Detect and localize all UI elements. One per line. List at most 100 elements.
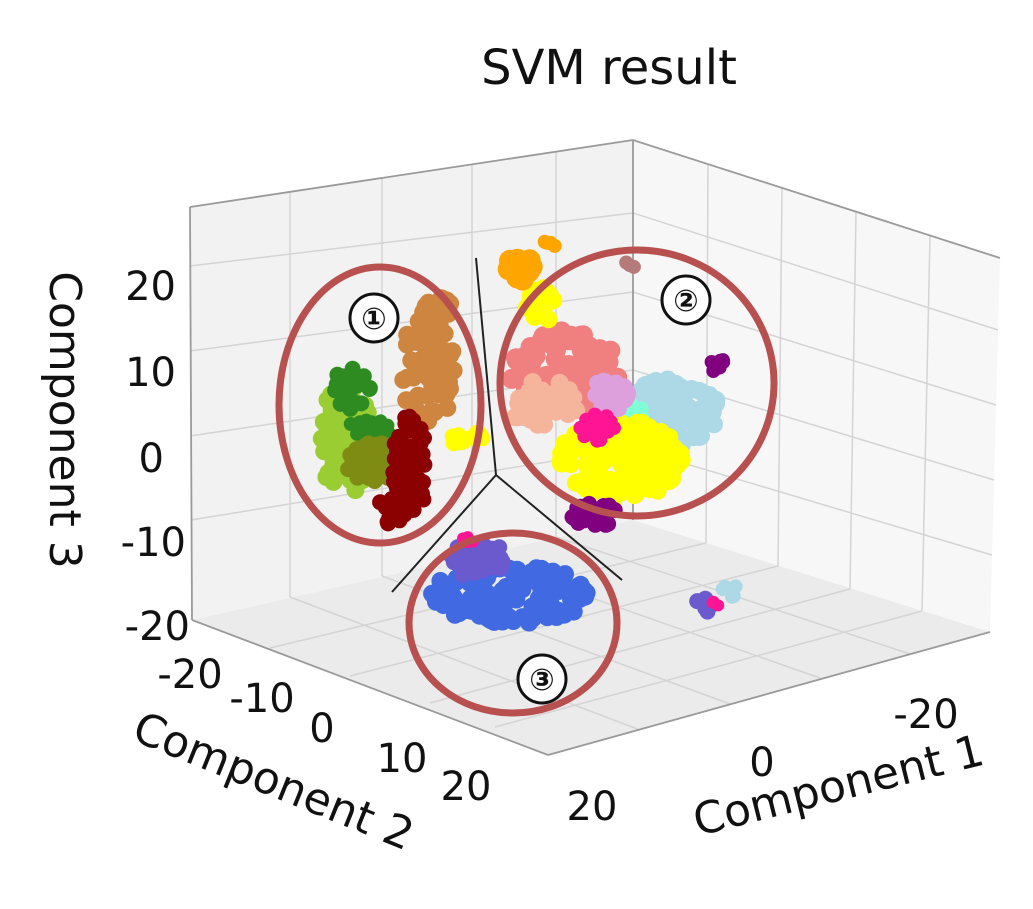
cluster-annotations: ① ② ③ <box>275 246 778 717</box>
scatter-point-slateblue <box>454 566 471 583</box>
scatter-point-deeppink <box>586 425 601 440</box>
scatter-point-maroon <box>377 499 394 516</box>
scatter-point-yellow <box>660 469 679 487</box>
cluster-label-1: ① <box>361 302 386 337</box>
scatter-point-peru <box>431 305 450 323</box>
scatter-points <box>312 234 743 632</box>
scatter-point-slateblue <box>480 553 497 570</box>
scatter-point-royalblue <box>495 594 514 613</box>
scatter-point-royalblue <box>508 560 527 579</box>
right-back-pane <box>633 140 1000 632</box>
scatter-point-maroon <box>388 461 405 477</box>
scatter-point-lightblue <box>672 378 691 397</box>
scatter-point-olive <box>352 448 369 465</box>
scatter-point-peru <box>419 293 438 312</box>
scatter-point-lightblue <box>674 394 693 413</box>
z-tick-label: 0 <box>139 436 164 482</box>
scatter-point-yellowgreen <box>314 412 333 431</box>
scatter-point-yellow <box>640 480 659 499</box>
scatter-point-maroon <box>411 471 428 488</box>
cluster-circle-3 <box>405 529 621 717</box>
scatter-point-forestgreen <box>328 376 345 393</box>
scatter-point-lightblue <box>651 403 670 422</box>
separator-line-upper <box>475 257 497 476</box>
cluster-label-3: ③ <box>529 663 554 698</box>
y-tick-label: -10 <box>229 676 294 722</box>
separator-line-left <box>391 474 497 593</box>
scatter-point-maroon <box>416 430 432 446</box>
y-tick-label: 20 <box>441 764 492 810</box>
scatter-point-yellow <box>671 444 690 463</box>
scatter-point-yellow <box>532 304 551 323</box>
scatter-point-olive <box>367 463 384 480</box>
scatter-point-royalblue <box>533 576 552 594</box>
z-axis-label: Component 3 <box>39 271 90 568</box>
cluster-badge-2 <box>660 274 712 326</box>
z-tick-label: -20 <box>125 604 190 650</box>
scatter-point-royalblue <box>522 563 541 582</box>
scatter-point-maroon <box>396 497 413 514</box>
y-tick-label: 10 <box>377 736 428 782</box>
separator-line-right <box>495 474 623 581</box>
scatter-point-royalblue <box>457 601 476 620</box>
scatter-point-plum <box>609 375 626 392</box>
scatter-point-lightblue <box>695 407 714 426</box>
scatter-point-yellowgreen <box>330 431 349 450</box>
scatter-point-peru <box>407 332 426 351</box>
z-tick-label: 20 <box>125 264 176 310</box>
cluster-circle-1 <box>275 263 485 547</box>
scatter-point-yellow <box>566 473 585 492</box>
scatter-point-lightblue <box>715 582 730 597</box>
scatter-point-royalblue <box>479 588 498 607</box>
scatter-point-lightcoral <box>583 346 603 367</box>
scatter-point-yellow <box>577 454 596 473</box>
cluster-circle-2 <box>496 246 778 520</box>
scatter-point-lightblue <box>684 428 703 447</box>
scatter-point-forestgreen <box>361 380 378 396</box>
z-tick-label: -10 <box>121 520 186 566</box>
scatter-point-forestgreen <box>352 415 367 430</box>
scatter-point-forestgreen <box>350 426 365 441</box>
scatter-point-maroon <box>416 456 433 473</box>
scatter-point-yellow <box>627 426 646 445</box>
y-axis-ticks: -20 -10 0 10 20 <box>157 652 491 810</box>
scatter-point-orange <box>539 235 554 250</box>
x-tick-label: -20 <box>893 692 958 738</box>
scatter-point-royalblue <box>431 572 450 590</box>
scatter-point-aquamarine <box>631 402 645 417</box>
scatter-point-yellowgreen <box>317 468 336 486</box>
scatter-point-plum <box>587 387 604 404</box>
scatter-point-orange <box>499 249 521 272</box>
scatter-point-maroon <box>379 513 396 530</box>
scatter-point-yellow <box>586 479 605 498</box>
scatter-point-purple <box>566 510 583 527</box>
scatter-point-yellow <box>651 423 670 441</box>
scatter-point-plum <box>610 401 627 417</box>
scatter-point-yellow <box>628 413 647 432</box>
scatter-point-maroon <box>393 438 410 455</box>
scatter-point-royalblue <box>503 577 522 596</box>
chart-title: SVM result <box>481 40 737 96</box>
scatter-point-plum <box>598 395 615 412</box>
z-axis-ticks: 20 10 0 -10 -20 <box>121 264 190 650</box>
scatter-point-yellow <box>600 470 619 489</box>
scatter-point-peachpuff <box>547 383 566 402</box>
scatter-point-yellow <box>543 290 562 309</box>
scatter-point-forestgreen <box>342 378 358 395</box>
x-axis-ticks: -20 0 20 <box>567 692 959 830</box>
scatter-point-lightcoral <box>570 366 591 387</box>
scatter-point-purple <box>712 360 727 375</box>
scatter-point-peru <box>397 391 416 410</box>
scatter-point-lightblue <box>658 370 677 389</box>
scatter-point-forestgreen <box>345 393 362 410</box>
y-tick-label: 0 <box>309 706 334 752</box>
scatter-point-lightcoral <box>531 329 552 350</box>
scatter-point-forestgreen <box>379 422 394 437</box>
scatter-point-lightblue <box>725 589 739 604</box>
x-tick-label: 20 <box>567 784 618 830</box>
scatter-point-peachpuff <box>536 401 555 420</box>
cluster-badge-1 <box>348 292 400 344</box>
scatter-point-plum <box>589 374 606 391</box>
y-tick-label: -20 <box>157 652 222 698</box>
